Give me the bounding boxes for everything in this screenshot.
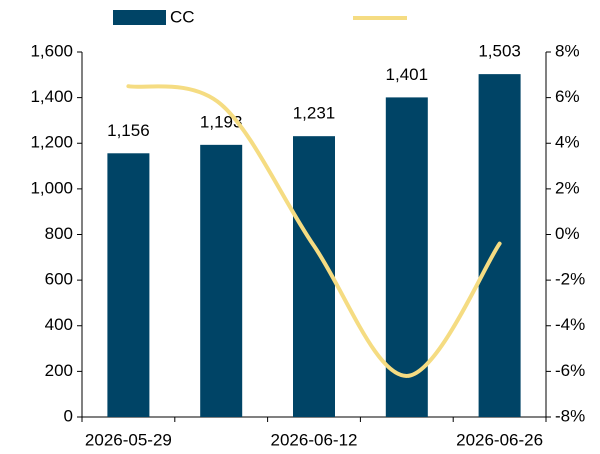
legend-label: CC — [170, 7, 195, 26]
data-label: 1,231 — [293, 104, 336, 123]
y-tick-label: 0 — [64, 406, 73, 425]
x-tick-label: 2026-06-12 — [271, 430, 358, 449]
data-label: 1,156 — [107, 121, 150, 140]
y2-tick-label: 0% — [555, 224, 580, 243]
x-tick-label: 2026-06-26 — [456, 430, 543, 449]
data-label: 1,401 — [386, 65, 429, 84]
line — [126, 84, 502, 378]
y2-tick-label: 6% — [555, 87, 580, 106]
bar — [200, 144, 243, 418]
y2-tick-label: 2% — [555, 178, 580, 197]
bar — [107, 153, 150, 417]
y-tick-label: 1,200 — [30, 133, 73, 152]
data-label: 1,503 — [478, 42, 521, 61]
y-tick-label: 400 — [45, 315, 73, 334]
y-tick-label: 1,400 — [30, 87, 73, 106]
y-tick-label: 800 — [45, 224, 73, 243]
y2-tick-label: -6% — [555, 361, 585, 380]
x-tick-label: 2026-05-29 — [85, 430, 172, 449]
bar — [385, 97, 428, 417]
y-tick-label: 600 — [45, 270, 73, 289]
y2-tick-label: -8% — [555, 406, 585, 425]
legend-swatch — [113, 10, 166, 25]
y-tick-label: 200 — [45, 361, 73, 380]
y-tick-label: 1,600 — [30, 41, 73, 60]
y2-tick-label: 8% — [555, 41, 580, 60]
y2-tick-label: -2% — [555, 270, 585, 289]
y-tick-label: 1,000 — [30, 178, 73, 197]
y2-tick-label: -4% — [555, 315, 585, 334]
y2-tick-label: 4% — [555, 133, 580, 152]
bar — [293, 136, 335, 417]
